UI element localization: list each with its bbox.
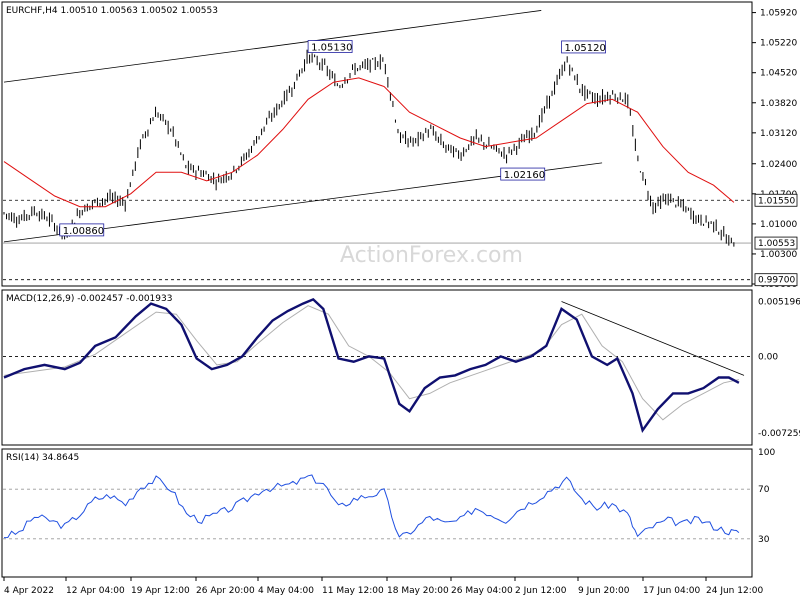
level-label: 1.01550	[758, 196, 795, 206]
x-tick-label: 4 May 04:00	[258, 586, 314, 596]
macd-tick-label: 0.005196	[758, 298, 800, 308]
macd-trendline	[561, 301, 745, 376]
macd-panel[interactable]	[1, 289, 753, 446]
x-tick-label: 9 Jun 20:00	[578, 586, 630, 596]
price-title: EURCHF,H4 1.00510 1.00563 1.00502 1.0055…	[6, 6, 218, 16]
annotation-box	[500, 167, 546, 181]
channel-line	[3, 10, 542, 83]
moving-average-line	[3, 77, 735, 208]
annotation-label: 1.02160	[504, 170, 545, 181]
price-tick-label: 1.05220	[760, 39, 797, 49]
price-panel[interactable]	[1, 1, 753, 287]
macd-tick-label: -0.007259	[758, 429, 800, 439]
annotation-label: 1.05120	[565, 43, 606, 54]
x-tick-label: 17 Jun 04:00	[643, 586, 700, 596]
price-tick-label: 1.02400	[760, 160, 797, 170]
macd-title: MACD(12,26,9) -0.002457 -0.001933	[6, 294, 172, 304]
rsi-tick-label: 30	[758, 535, 770, 545]
level-label: 0.99700	[758, 276, 795, 286]
price-tick-label: 1.04520	[760, 69, 797, 79]
watermark: ActionForex.com	[340, 243, 523, 268]
annotation-box	[307, 40, 353, 53]
x-tick-label: 26 Apr 20:00	[196, 586, 255, 596]
x-tick-label: 2 Jun 12:00	[515, 586, 567, 596]
rsi-line	[3, 474, 740, 539]
price-tick-label: 1.01000	[760, 220, 797, 230]
x-tick-label: 19 Apr 12:00	[131, 586, 190, 596]
price-tick-label: 1.05920	[760, 9, 797, 19]
x-tick-label: 26 May 04:00	[451, 586, 513, 596]
price-tick-label: 1.03820	[760, 99, 797, 109]
last-price-box	[754, 236, 798, 250]
x-tick-label: 18 May 20:00	[387, 586, 449, 596]
level-label-box	[754, 193, 798, 207]
annotation-label: 1.00860	[63, 226, 104, 237]
x-tick-label: 4 Apr 2022	[4, 586, 54, 596]
x-tick-label: 24 Jun 12:00	[706, 586, 763, 596]
rsi-tick-label: 70	[758, 485, 770, 495]
last-price-label: 1.00553	[758, 239, 795, 249]
macd-line	[3, 297, 740, 434]
price-tick-label: 1.00300	[760, 250, 797, 260]
annotation-box	[59, 223, 105, 237]
annotation-box	[561, 40, 606, 54]
x-tick-label: 11 May 12:00	[322, 586, 384, 596]
macd-tick-label: 0.00	[758, 352, 778, 362]
x-tick-label: 12 Apr 04:00	[66, 586, 125, 596]
level-label-box	[754, 273, 798, 287]
annotation-label: 1.05130	[311, 43, 352, 54]
rsi-tick-label: 100	[758, 448, 775, 458]
rsi-panel[interactable]	[1, 448, 753, 578]
rsi-title: RSI(14) 34.8645	[6, 453, 79, 463]
price-tick-label: 1.03120	[760, 129, 797, 139]
